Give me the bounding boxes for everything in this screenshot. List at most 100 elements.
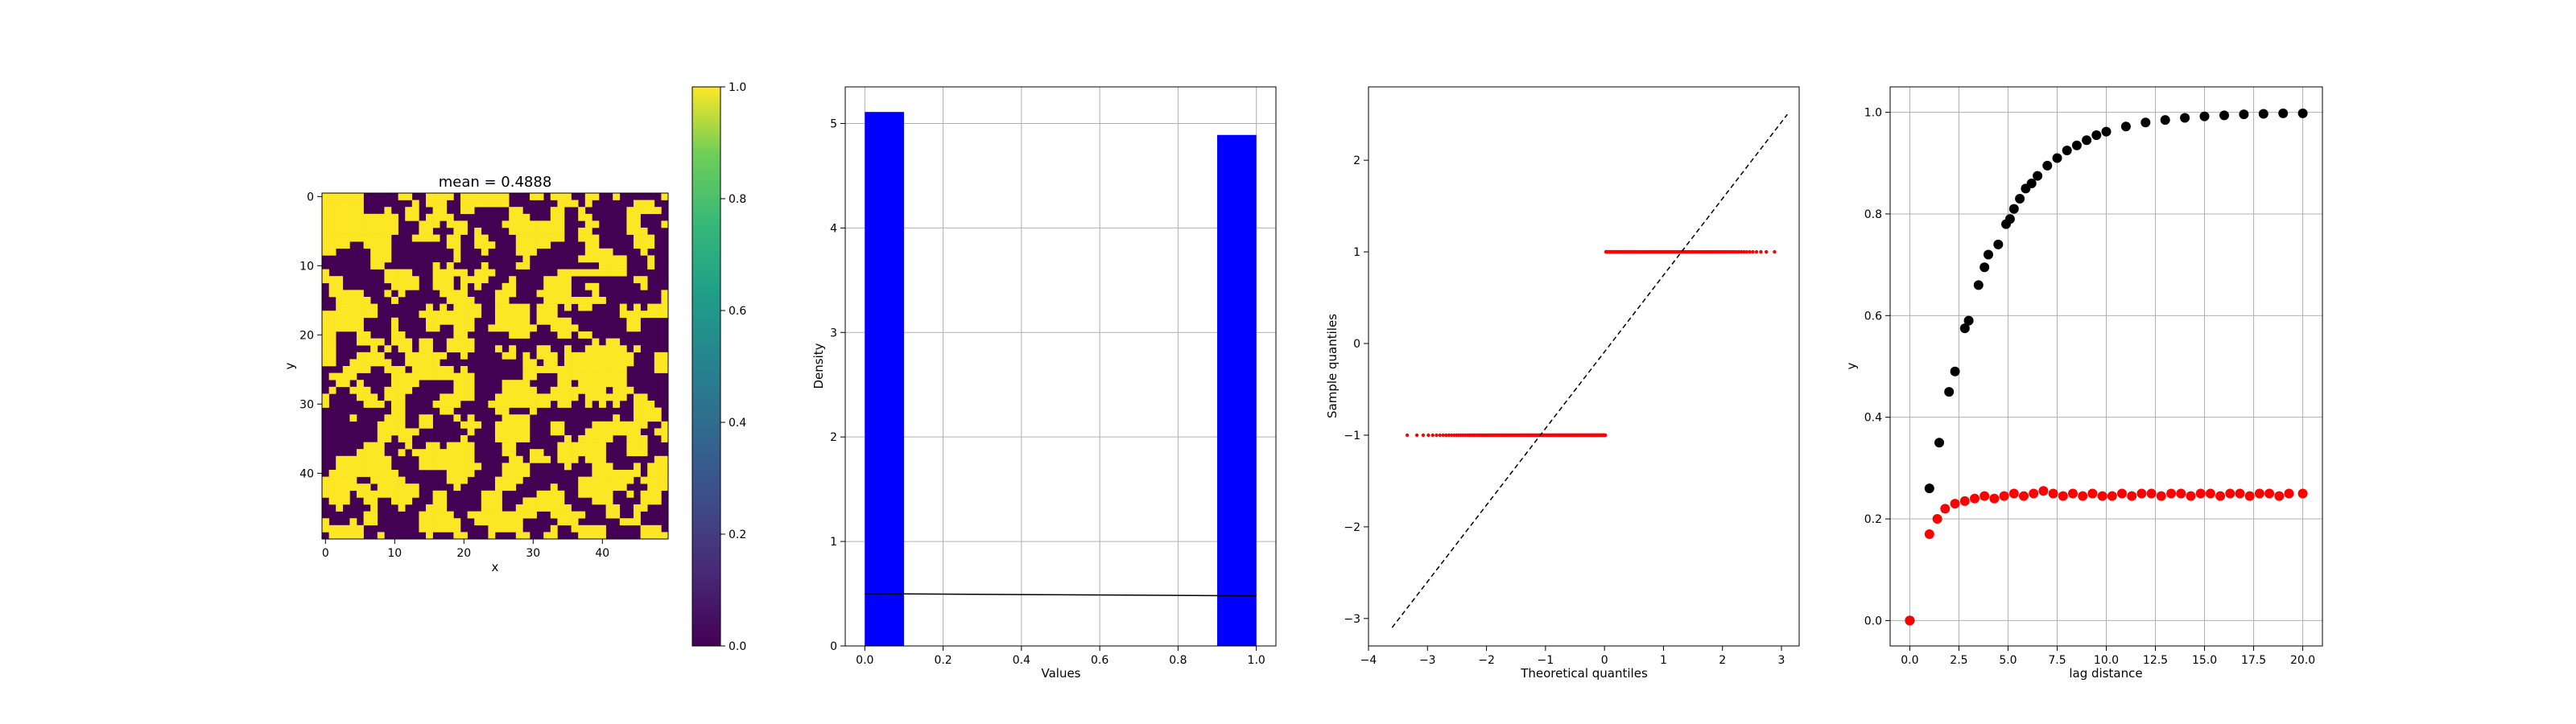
heatmap-cell xyxy=(605,470,613,477)
heatmap-cell xyxy=(342,366,350,373)
heatmap-cell xyxy=(453,269,461,277)
heatmap-cell xyxy=(370,248,378,256)
heatmap-cell xyxy=(536,290,544,298)
heatmap-cell xyxy=(411,276,419,284)
heatmap-cell xyxy=(322,269,329,277)
heatmap-cell xyxy=(488,269,496,277)
heatmap-cell xyxy=(370,449,378,457)
heatmap-cell xyxy=(557,386,565,394)
heatmap-cell xyxy=(357,359,364,367)
heatmap-cell xyxy=(543,504,551,512)
heatmap-cell xyxy=(536,401,544,408)
heatmap-cell xyxy=(446,449,454,457)
heatmap-cell xyxy=(619,476,627,484)
heatmap-cell xyxy=(488,504,496,512)
heatmap-cell xyxy=(467,470,475,477)
variogram-point xyxy=(1950,366,1960,376)
heatmap-cell xyxy=(626,311,634,319)
heatmap-cell xyxy=(357,380,364,388)
heatmap-cell xyxy=(640,497,648,505)
heatmap-cell xyxy=(613,366,621,373)
heatmap-cell xyxy=(530,497,537,505)
heatmap-cell xyxy=(467,442,475,450)
heatmap-cell xyxy=(578,366,586,373)
heatmap-cell xyxy=(474,463,482,471)
variogram-y-tick-label: 0.6 xyxy=(1864,310,1882,323)
heatmap-cell xyxy=(592,359,600,367)
heatmap-cell xyxy=(515,435,523,442)
heatmap-cell xyxy=(398,414,406,422)
heatmap-cell xyxy=(481,269,489,277)
heatmap-cell xyxy=(349,414,357,422)
heatmap-cell xyxy=(557,455,565,463)
variogram-point xyxy=(1970,493,1979,504)
heatmap-cell xyxy=(613,359,621,367)
heatmap-cell xyxy=(605,393,613,401)
heatmap-cell xyxy=(391,372,398,381)
heatmap-cell xyxy=(357,532,364,540)
heatmap-cell xyxy=(640,282,648,290)
heatmap-cell xyxy=(342,228,350,235)
qq-point xyxy=(1765,249,1769,254)
heatmap-cell xyxy=(509,380,517,388)
heatmap-cell xyxy=(557,442,565,450)
heatmap-cell xyxy=(495,504,502,512)
heatmap-cell xyxy=(543,393,551,401)
heatmap-cell xyxy=(467,386,475,394)
qq-point xyxy=(1773,249,1777,254)
heatmap-cell xyxy=(550,276,558,284)
heatmap-cell xyxy=(584,380,592,388)
heatmap-cell xyxy=(592,380,600,388)
heatmap-cell xyxy=(391,386,398,394)
variogram-point xyxy=(2008,488,2019,499)
heatmap-cell xyxy=(391,269,398,277)
heatmap-cell xyxy=(613,511,621,519)
colorbar-tick-label: 0.2 xyxy=(729,529,746,541)
heatmap-cell xyxy=(467,297,475,304)
heatmap-cell xyxy=(453,241,461,249)
heatmap-cell xyxy=(446,317,454,325)
heatmap-cell xyxy=(564,366,572,373)
heatmap-cell xyxy=(578,442,586,450)
histogram-x-tick-label: 0.6 xyxy=(1091,654,1108,667)
heatmap-cell xyxy=(578,435,586,442)
heatmap-cell xyxy=(592,282,600,290)
variogram-y-label: y xyxy=(1844,362,1859,369)
heatmap-cell xyxy=(432,193,440,200)
heatmap-cell xyxy=(495,476,502,484)
heatmap-cell xyxy=(453,234,461,242)
heatmap-cell xyxy=(536,234,544,242)
heatmap-cell xyxy=(509,442,517,450)
colorbar-ticks: 0.0 0.2 0.4 0.6 0.8 1.0 xyxy=(720,81,746,653)
heatmap-cell xyxy=(557,380,565,388)
heatmap-cell xyxy=(661,303,669,311)
heatmap-cell xyxy=(564,380,572,388)
heatmap-cell xyxy=(322,401,329,408)
heatmap-cell xyxy=(495,490,502,498)
heatmap-cell xyxy=(446,234,454,242)
heatmap-cell xyxy=(426,234,433,242)
heatmap-cell xyxy=(432,463,440,471)
heatmap-cell xyxy=(446,463,454,471)
variogram-points xyxy=(1905,108,2308,626)
heatmap-cell xyxy=(377,248,385,256)
qq-x-tick-label: −2 xyxy=(1478,654,1495,667)
heatmap-cell xyxy=(363,470,371,477)
heatmap-cell xyxy=(605,511,613,519)
heatmap-cell xyxy=(446,470,454,477)
heatmap-cell xyxy=(613,393,621,401)
heatmap-cell xyxy=(460,276,468,284)
heatmap-cell xyxy=(342,297,350,304)
heatmap-cell xyxy=(398,276,406,284)
heatmap-cell xyxy=(357,524,364,533)
colorbar-tick-label: 0.0 xyxy=(729,640,746,653)
heatmap-cell xyxy=(322,359,329,367)
heatmap-cell xyxy=(357,193,364,200)
heatmap-cell xyxy=(322,476,329,484)
heatmap-cell xyxy=(357,213,364,221)
heatmap-cell xyxy=(474,228,482,235)
heatmap-cell xyxy=(550,207,558,215)
heatmap-cell xyxy=(605,262,613,269)
heatmap-cell xyxy=(592,421,600,429)
heatmap-cell xyxy=(349,455,357,463)
